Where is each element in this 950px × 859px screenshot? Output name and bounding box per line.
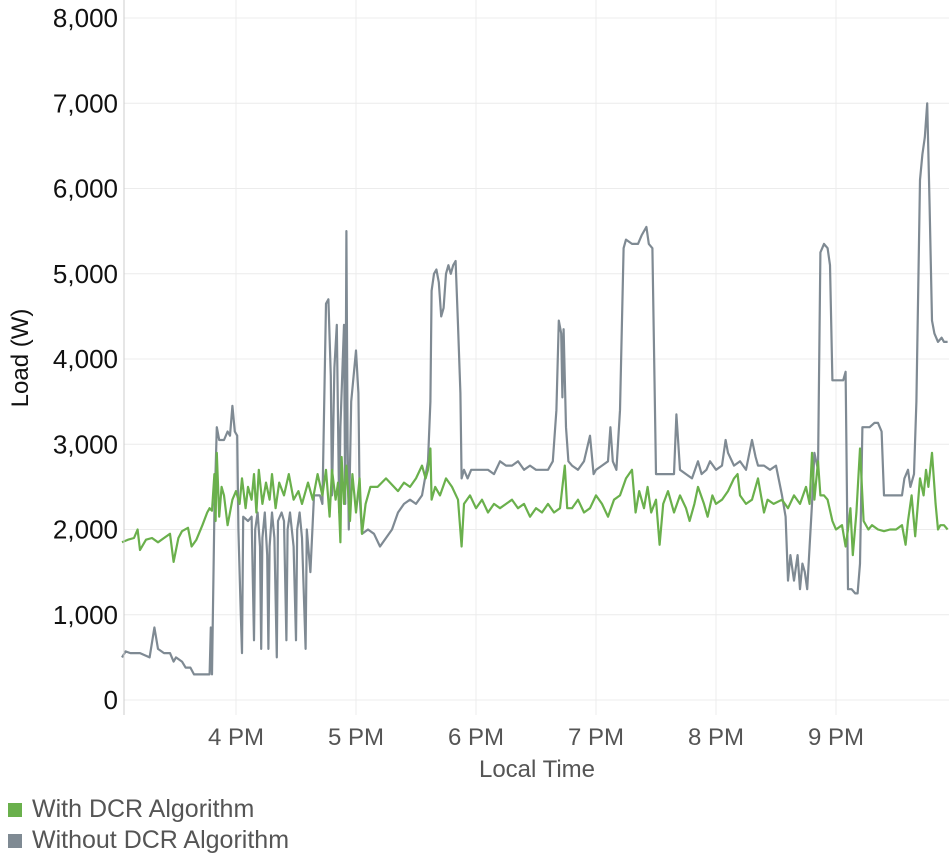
x-tick-label: 4 PM bbox=[208, 724, 264, 751]
legend-label: With DCR Algorithm bbox=[32, 795, 255, 823]
tick-labels: 0 1,000 2,000 3,000 4,000 5,000 6,000 7,000 8,00… bbox=[53, 3, 864, 751]
y-tick-label: 0 bbox=[104, 685, 118, 715]
x-tick-label: 5 PM bbox=[328, 724, 384, 751]
x-tick-label: 6 PM bbox=[448, 724, 504, 751]
x-tick-label: 7 PM bbox=[568, 724, 624, 751]
y-tick-label: 3,000 bbox=[53, 429, 118, 459]
legend-swatch-gray bbox=[8, 833, 22, 848]
y-tick-label: 2,000 bbox=[53, 515, 118, 545]
legend-swatch-green bbox=[8, 802, 22, 817]
y-tick-label: 7,000 bbox=[53, 88, 118, 118]
x-axis-title: Local Time bbox=[479, 756, 595, 783]
legend-label: Without DCR Algorithm bbox=[32, 826, 290, 854]
x-tick-label: 9 PM bbox=[808, 724, 864, 751]
series-lines bbox=[121, 102, 949, 676]
y-axis-title: Load (W) bbox=[7, 309, 34, 408]
legend: With DCR Algorithm Without DCR Algorithm bbox=[8, 794, 289, 856]
y-tick-label: 5,000 bbox=[53, 259, 118, 289]
legend-item-without-dcr[interactable]: Without DCR Algorithm bbox=[8, 825, 289, 856]
legend-item-with-dcr[interactable]: With DCR Algorithm bbox=[8, 794, 289, 825]
series-line-with-dcr bbox=[121, 447, 949, 564]
y-tick-label: 6,000 bbox=[53, 174, 118, 204]
y-tick-label: 8,000 bbox=[53, 3, 118, 33]
x-tick-label: 8 PM bbox=[688, 724, 744, 751]
y-tick-label: 1,000 bbox=[53, 600, 118, 630]
y-tick-label: 4,000 bbox=[53, 344, 118, 374]
gridlines bbox=[124, 0, 949, 715]
series-line-without-dcr bbox=[121, 102, 948, 676]
